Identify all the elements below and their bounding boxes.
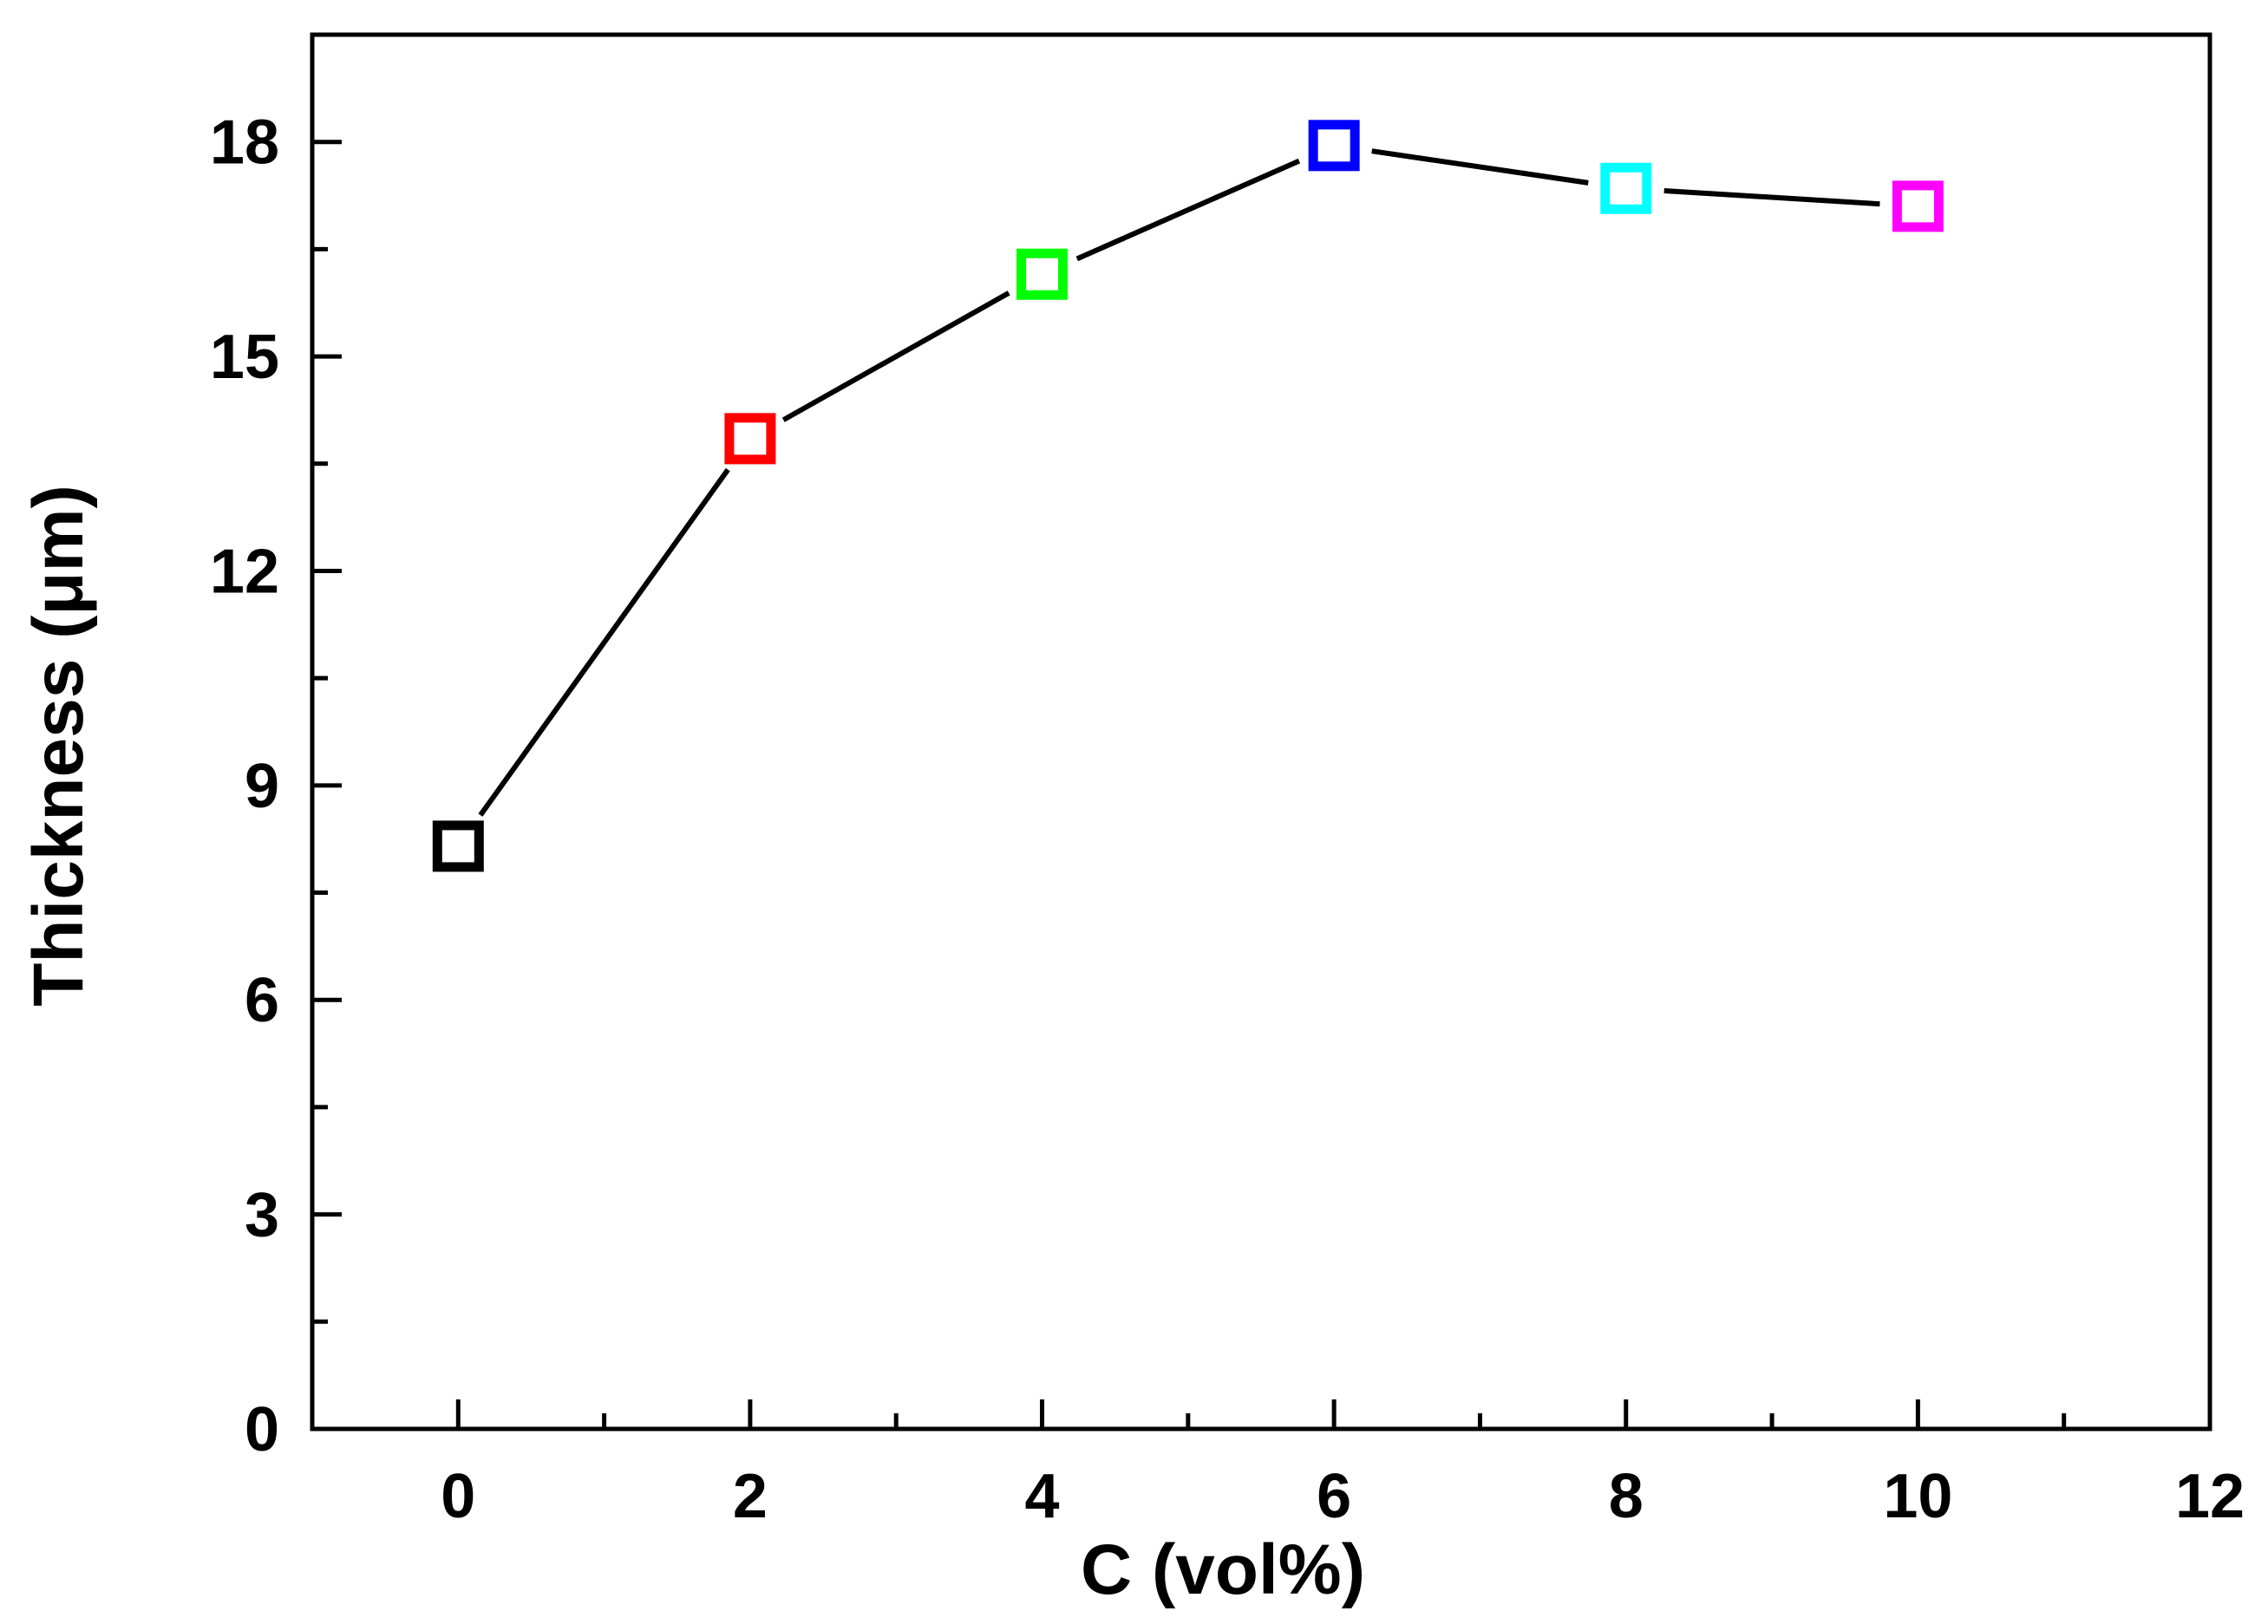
x-axis-label: C (vol%)	[1081, 1530, 1365, 1609]
data-point-marker	[1892, 180, 1944, 232]
y-tick-label: 9	[245, 752, 279, 821]
y-tick-label: 15	[210, 323, 279, 392]
data-point-marker	[1600, 162, 1652, 214]
x-tick-label: 4	[1025, 1462, 1060, 1531]
x-tick-label: 6	[1317, 1462, 1351, 1531]
y-tick-label: 6	[245, 966, 279, 1035]
x-tick-label: 8	[1609, 1462, 1644, 1531]
y-tick-label: 12	[210, 537, 279, 606]
x-tick-label: 2	[733, 1462, 768, 1531]
data-point-marker	[1016, 248, 1069, 300]
data-point-marker	[432, 820, 484, 872]
y-tick-label: 0	[245, 1395, 279, 1464]
y-axis-label: Thickness (μm)	[19, 485, 98, 1007]
data-point-marker	[724, 413, 776, 465]
x-tick-label: 12	[2175, 1462, 2245, 1531]
series-line-segment	[1075, 158, 1301, 262]
series-line-segment	[781, 290, 1010, 422]
series-line-segment	[478, 467, 730, 817]
plot-frame	[310, 32, 2212, 1432]
data-point-marker	[1308, 120, 1360, 172]
series-line-segment	[1371, 148, 1589, 186]
y-tick-label: 3	[245, 1181, 279, 1250]
y-tick-label: 18	[210, 108, 279, 178]
x-tick-label: 10	[1883, 1462, 1952, 1531]
x-tick-label: 0	[441, 1462, 475, 1531]
series-line-segment	[1663, 187, 1880, 207]
